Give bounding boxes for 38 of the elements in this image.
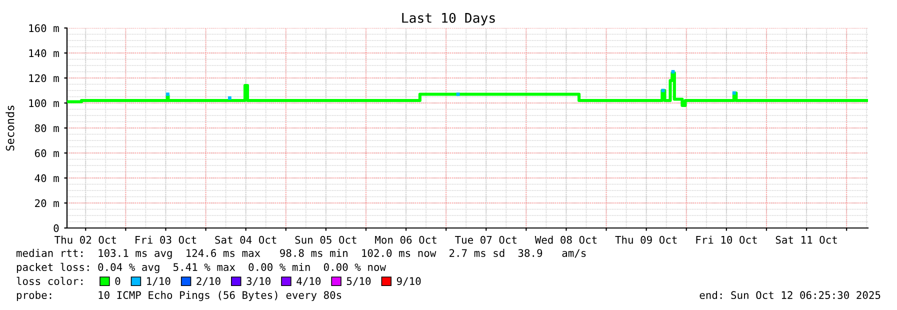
legend-label: 3/10 bbox=[246, 277, 270, 286]
y-tick-label: 0 bbox=[54, 224, 59, 232]
x-tick-label: Sat 04 Oct bbox=[215, 236, 276, 244]
text: median rtt: 103.1 ms avg 124.6 ms max 98.8 ms min 102.0 ms now 2.7 ms sd 38.9 am/s bbox=[16, 248, 586, 260]
y-tick-label: 140 m bbox=[29, 49, 59, 58]
text: end: Sun Oct 12 06:25:30 2025 bbox=[700, 290, 880, 300]
y-tick-label: 120 m bbox=[29, 74, 59, 82]
point bbox=[671, 70, 675, 74]
x-tick-label: Sun 05 Oct bbox=[295, 236, 356, 244]
x-tick-label: Tue 07 Oct bbox=[455, 236, 516, 244]
y-tick-label: 160 m bbox=[29, 24, 59, 32]
x-tick-label: Sat 11 Oct bbox=[776, 236, 837, 244]
text: probe: 10 ICMP Echo Pings (56 Bytes) every 80s bbox=[16, 290, 342, 302]
legend-label: 9/10 bbox=[396, 277, 421, 286]
point bbox=[732, 91, 736, 95]
point bbox=[166, 92, 170, 96]
x-tick-label: Wed 08 Oct bbox=[534, 236, 597, 244]
legend-title: loss color: bbox=[16, 276, 82, 286]
y-axis-title: Seconds bbox=[6, 106, 14, 151]
y-tick-label: 40 m bbox=[34, 174, 59, 182]
x-tick-label: Thu 02 Oct bbox=[54, 236, 116, 244]
y-tick-label: 60 m bbox=[34, 149, 59, 158]
y-tick-label: 20 m bbox=[35, 199, 59, 208]
legend-label: 5/10 bbox=[346, 277, 371, 286]
point bbox=[228, 96, 232, 100]
y-tick-label: 80 m bbox=[34, 124, 59, 132]
text: packet loss: 0.04 % avg 5.41 % max 0.00 % min 0.00 % now bbox=[16, 262, 386, 274]
x-tick-label: Fri 10 Oct bbox=[696, 236, 757, 244]
x-tick-label: Fri 03 Oct bbox=[136, 236, 196, 244]
legend-label: 2/10 bbox=[196, 277, 220, 286]
point bbox=[456, 92, 460, 96]
x-tick-label: Thu 09 Oct bbox=[615, 236, 677, 244]
legend-label: 4/10 bbox=[296, 277, 321, 286]
legend-label: 1/10 bbox=[147, 277, 170, 286]
y-tick-label: 100 m bbox=[29, 99, 59, 108]
legend-label: 0 bbox=[115, 277, 120, 286]
chart-title: Last 10 Days bbox=[402, 12, 495, 26]
x-tick-label: Mon 06 Oct bbox=[375, 236, 436, 244]
